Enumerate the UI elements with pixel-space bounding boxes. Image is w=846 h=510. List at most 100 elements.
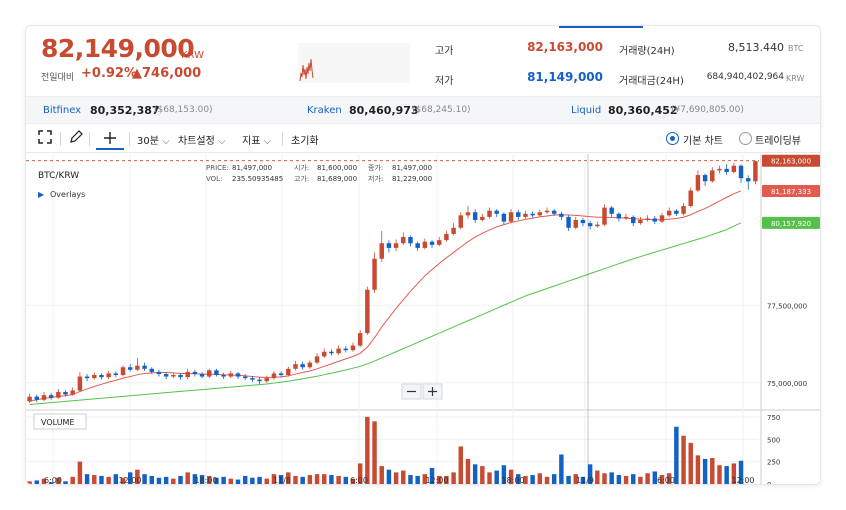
chart-settings-menu[interactable]: 차트설정 ⌵ <box>178 132 226 147</box>
pair-label: BTC/KRW <box>38 171 79 181</box>
candle-body <box>343 348 349 351</box>
time-tick-label: 6:00 <box>44 476 62 485</box>
chevron-down-icon: ⌵ <box>260 136 272 147</box>
volume-bar <box>357 463 363 484</box>
exchange-name-bitfinex[interactable]: Bitfinex <box>43 105 82 116</box>
candle-body <box>753 161 758 182</box>
volume-bar <box>163 476 169 484</box>
candle-body <box>322 351 327 357</box>
exchange-name-liquid[interactable]: Liquid <box>571 105 602 116</box>
volume-bar <box>710 458 715 484</box>
moving-average-lines <box>29 190 742 405</box>
volume-bar <box>63 481 68 484</box>
volume-bar <box>343 476 349 484</box>
candle-body <box>745 178 751 182</box>
volume-bar <box>84 474 90 484</box>
interval-select[interactable]: 30분 ⌵ <box>137 132 170 147</box>
candle-body <box>300 364 305 368</box>
candle-body <box>580 220 586 224</box>
volume-bar <box>501 465 507 484</box>
volume-bar <box>250 477 255 484</box>
exchange-usd-kraken: ($68,245.10) <box>412 105 471 115</box>
overlays-label[interactable]: Overlays <box>50 190 85 199</box>
volume-bar <box>34 480 40 484</box>
volume-bar <box>544 476 550 484</box>
candle-body <box>645 218 650 220</box>
candle-body <box>530 213 535 216</box>
candle-body <box>314 356 320 363</box>
basic-chart-radio[interactable] <box>666 132 679 145</box>
price-tag-label: 81,187,333 <box>771 188 811 196</box>
volume-bar <box>178 475 183 484</box>
volume-bar <box>717 465 722 484</box>
volume-bar <box>724 466 729 484</box>
volume-bar <box>264 478 269 484</box>
volume-bar <box>731 463 737 484</box>
candle-body <box>559 213 564 217</box>
volume-bar <box>422 474 428 484</box>
candle-body <box>393 243 399 248</box>
candlestick-chart[interactable]: 77,500,000 75,000,000 750 500 250 0 6:00 12:00 1… <box>26 154 821 485</box>
price-unit: KRW <box>181 50 204 61</box>
toolbar-divider <box>89 132 90 146</box>
tradingview-radio[interactable] <box>739 132 752 145</box>
reset-button[interactable]: 초기화 <box>291 136 319 147</box>
volume-bar <box>623 475 629 484</box>
candle-body <box>595 224 600 227</box>
change-amount: ▲746,000 <box>132 66 202 81</box>
candle-body <box>242 376 248 379</box>
candle-body <box>501 213 507 222</box>
indicators-menu[interactable]: 지표 ⌵ <box>242 132 271 147</box>
volume-bar <box>365 416 370 484</box>
candle-body <box>494 210 499 214</box>
volume-bar <box>372 421 377 484</box>
volume-bar <box>293 475 298 484</box>
candle-body <box>688 190 693 207</box>
exchange-name-kraken[interactable]: Kraken <box>307 105 342 116</box>
candle-body <box>465 212 471 216</box>
volume-bar <box>616 475 622 484</box>
chart-grid <box>26 154 820 484</box>
candle-body <box>41 395 47 400</box>
pencil-icon[interactable] <box>69 130 83 147</box>
candle-body <box>408 237 413 244</box>
candle-body <box>638 220 643 224</box>
volume-bar <box>401 470 406 484</box>
volume-bar <box>551 474 557 484</box>
candle-body <box>429 241 435 245</box>
volume-bar <box>429 467 435 484</box>
overlays-toggle-icon[interactable]: ▶ <box>38 190 45 199</box>
candle-body <box>63 392 68 395</box>
volume-bar <box>602 473 607 484</box>
volume-bar <box>314 474 320 484</box>
candle-body <box>372 258 377 290</box>
exchange-price-row: Bitfinex 80,352,387 ($68,153.00) Kraken … <box>26 96 820 124</box>
ma-short-line <box>29 190 742 402</box>
volume-bar <box>286 472 291 484</box>
volume-bar <box>41 478 47 484</box>
volume-24h-label: 거래량(24H) <box>619 46 675 57</box>
zoom-out-button[interactable] <box>401 383 422 400</box>
fullscreen-icon[interactable] <box>38 130 52 147</box>
crosshair-icon[interactable] <box>96 128 124 150</box>
candle-body <box>666 210 672 216</box>
ohlc-low-value: 81,229,000 <box>392 175 432 183</box>
volume-bar <box>508 469 514 484</box>
time-tick-label: 6:00 <box>350 476 368 485</box>
volume-bar <box>214 477 219 484</box>
zoom-in-button[interactable] <box>422 383 443 400</box>
volume-bar <box>652 471 658 484</box>
volume-bar <box>278 475 284 484</box>
candle-body <box>185 371 190 378</box>
volume-bar <box>70 476 75 484</box>
exchange-price-liquid: 80,360,452 <box>608 104 678 117</box>
ma-long-line <box>29 222 742 405</box>
volume-bars-layer <box>27 416 744 484</box>
tradingview-label[interactable]: 트레이딩뷰 <box>755 136 801 147</box>
volume-24h-unit: BTC <box>788 44 804 53</box>
volume-bar <box>487 472 492 484</box>
volume-bar <box>559 454 564 484</box>
basic-chart-label[interactable]: 기본 차트 <box>683 136 723 147</box>
volume-bar <box>120 477 126 484</box>
candle-body <box>127 367 133 370</box>
